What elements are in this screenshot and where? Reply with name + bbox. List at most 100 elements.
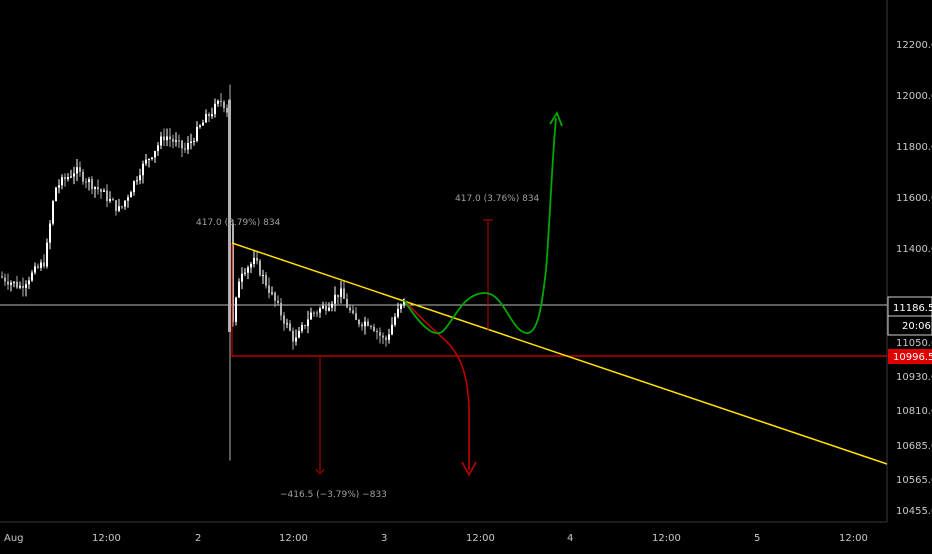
candle-body [307,319,309,327]
candle-body [175,140,177,142]
candle-body [244,272,246,274]
candle-body [100,189,102,192]
price-tick-label: 10810.0 [896,406,932,417]
descending-trendline[interactable] [231,242,888,465]
time-tick-label: 5 [754,533,760,544]
candle-body [169,136,171,140]
candle-body [109,198,111,202]
time-tick-label: 12:00 [466,533,495,544]
candle-body [364,321,366,327]
candle-body [217,101,219,104]
current-price-label: 11186.5 [893,303,932,314]
candle-body [361,324,363,327]
candle-body [334,294,336,304]
candle-body [373,326,375,332]
candle-body [142,163,144,176]
candle-body [97,187,99,190]
candle-body [133,181,135,193]
candle-body [58,185,60,188]
candle-body [310,312,312,320]
measure-label-up-1: 417.0 (3.79%) 834 [196,218,281,228]
price-tick-label: 10455.0 [896,506,932,517]
candle-body [340,288,342,297]
candle-body [271,292,273,294]
candle-body [289,323,291,331]
candle-body [28,280,30,285]
candle-body [79,167,81,172]
candle-body [187,143,189,150]
candle-body [94,187,96,190]
candle-body [205,113,207,123]
time-axis[interactable]: Aug 12:00 2 12:00 3 12:00 4 12:00 5 12:0… [4,533,868,544]
candle-body [148,158,150,160]
candle-body [46,242,48,267]
candle-body [70,176,72,178]
price-tick-label: 11050.0 [896,338,932,349]
candle-body [322,306,324,309]
drop-candle-body [228,99,231,332]
candle-body [136,180,138,182]
candle-body [265,275,267,286]
candle-body [13,281,15,283]
time-tick-label: 12:00 [652,533,681,544]
candle-body [319,308,321,313]
candle-body [220,101,222,103]
candle-body [118,206,120,211]
time-tick-label: 12:00 [92,533,121,544]
candle-body [208,113,210,117]
candle-body [124,200,126,207]
candle-body [52,201,54,224]
candle-body [40,262,42,268]
candle-body [130,192,132,198]
bullish-projection-path[interactable] [403,117,557,335]
candle-body [196,126,198,141]
price-tick-label: 12000.0 [896,91,932,102]
candle-body [151,157,153,159]
candle-body [328,307,330,311]
price-tick-label: 11800.0 [896,142,932,153]
candle-body [382,335,384,338]
candle-body [292,330,294,342]
candle-body [232,223,234,322]
bullish-arrowhead [549,111,563,127]
measure-label-down: −416.5 (−3.79%) −833 [280,490,387,500]
bearish-projection-path[interactable] [403,299,470,470]
candle-body [181,140,183,149]
candle-body [145,159,147,164]
candlestick-series [1,84,405,461]
candle-body [31,272,33,281]
candle-body [1,276,3,278]
candle-body [388,334,390,340]
candle-body [247,267,249,273]
candle-body [202,122,204,126]
candle-body [172,139,174,142]
candle-body [127,197,129,201]
candle-body [85,181,87,183]
candle-body [238,281,240,298]
candle-body [214,103,216,115]
candle-body [184,148,186,150]
candle-body [262,275,264,277]
time-tick-label: 3 [381,533,387,544]
candle-body [226,107,228,113]
candle-body [250,263,252,268]
candle-body [55,187,57,202]
candle-body [178,140,180,142]
bearish-arrowhead [461,461,477,477]
price-axis[interactable]: 12200.0 12000.0 11800.0 11600.0 11400.0 … [887,40,932,517]
candle-body [37,266,39,268]
candle-body [337,294,339,297]
candle-body [298,330,300,338]
candle-body [19,285,21,288]
candle-body [235,297,237,322]
candle-body [331,303,333,308]
candle-body [139,175,141,181]
candle-body [64,177,66,180]
candle-body [223,101,225,108]
measure-label-up-2: 417.0 (3.76%) 834 [455,194,540,204]
candle-body [91,179,93,190]
candle-body [355,313,357,320]
candle-body [10,282,12,285]
candle-body [316,312,318,314]
